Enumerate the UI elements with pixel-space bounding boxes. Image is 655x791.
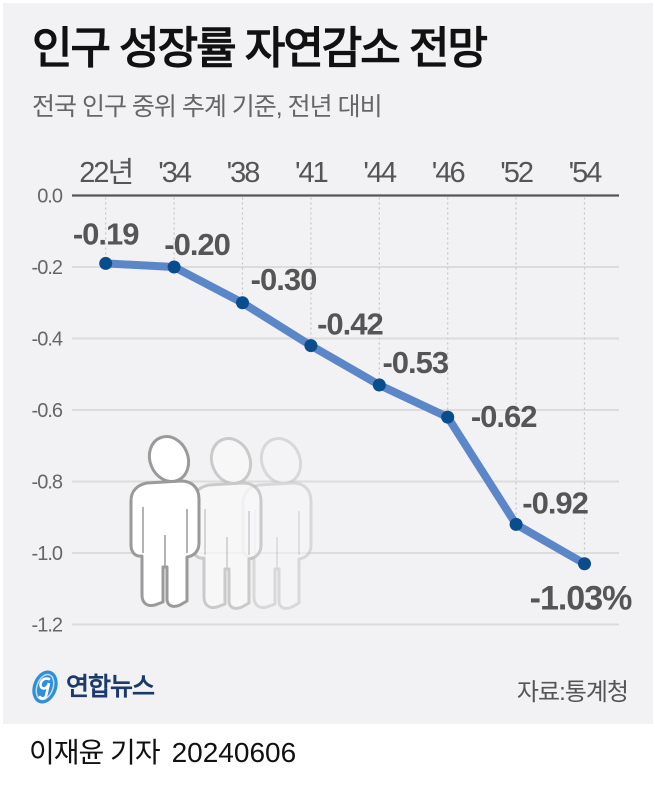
data-label: -0.92 bbox=[522, 485, 588, 520]
data-label: -0.20 bbox=[164, 227, 230, 262]
x-tick-label: '54 bbox=[569, 157, 603, 189]
data-point-marker bbox=[372, 378, 386, 392]
x-tick-label: '41 bbox=[295, 157, 328, 189]
data-label: -0.42 bbox=[317, 307, 383, 342]
data-series bbox=[99, 256, 591, 571]
data-point-marker bbox=[236, 296, 249, 310]
data-label: -0.19 bbox=[73, 216, 139, 251]
y-tick-label: -0.2 bbox=[32, 257, 63, 279]
series-line bbox=[101, 259, 589, 568]
chart-title: 인구 성장률 자연감소 전망 bbox=[32, 24, 488, 73]
data-point-marker bbox=[578, 557, 591, 571]
data-label: -0.62 bbox=[471, 399, 537, 434]
byline-date: 20240606 bbox=[171, 737, 297, 768]
x-tick-label: 22년 bbox=[79, 157, 132, 189]
data-label: -0.30 bbox=[251, 262, 317, 297]
data-source: 자료:통계청 bbox=[516, 679, 629, 706]
data-label: -0.53 bbox=[382, 345, 448, 380]
x-tick-label: '38 bbox=[227, 157, 260, 189]
data-point-marker bbox=[509, 517, 523, 531]
data-point-marker bbox=[441, 410, 455, 424]
x-tick-label: '46 bbox=[432, 157, 465, 189]
data-label: -1.03% bbox=[530, 580, 632, 618]
byline: 이재윤 기자 20240606 bbox=[29, 739, 296, 767]
y-tick-label: -0.6 bbox=[32, 400, 63, 422]
axis-ticks: 0.0 -0.2 -0.4 -0.6 -0.8 -1.0 -1.2 22년 '34 '38 '41 '… bbox=[32, 157, 605, 637]
y-tick-label: 0.0 bbox=[37, 186, 63, 208]
person-icon bbox=[129, 429, 201, 608]
x-tick-label: '44 bbox=[363, 157, 397, 189]
x-tick-label: '52 bbox=[500, 157, 533, 189]
y-tick-label: -1.0 bbox=[32, 543, 63, 565]
people-illustration bbox=[129, 429, 313, 610]
drop-lines bbox=[105, 197, 586, 564]
data-labels: -0.19 -0.20 -0.30-0.42-0.53 -0.62 -0.92 -1.03… bbox=[73, 216, 633, 618]
yonhap-logo-icon bbox=[32, 670, 58, 704]
person-icon bbox=[191, 431, 263, 610]
y-tick-label: -0.8 bbox=[32, 472, 63, 494]
data-point-marker bbox=[99, 256, 113, 270]
y-tick-label: -1.2 bbox=[32, 615, 63, 637]
x-tick-label: '34 bbox=[158, 157, 192, 189]
byline-author: 이재윤 기자 bbox=[29, 737, 161, 768]
logo-text: 연합뉴스 bbox=[66, 672, 155, 701]
chart-subtitle: 전국 인구 중위 추계 기준, 전년 대비 bbox=[32, 93, 383, 121]
data-point-marker bbox=[167, 260, 181, 274]
yonhap-logo: 연합뉴스 bbox=[30, 668, 155, 706]
y-tick-label: -0.4 bbox=[32, 329, 63, 351]
data-point-marker bbox=[304, 339, 318, 353]
infographic-panel bbox=[3, 3, 653, 724]
